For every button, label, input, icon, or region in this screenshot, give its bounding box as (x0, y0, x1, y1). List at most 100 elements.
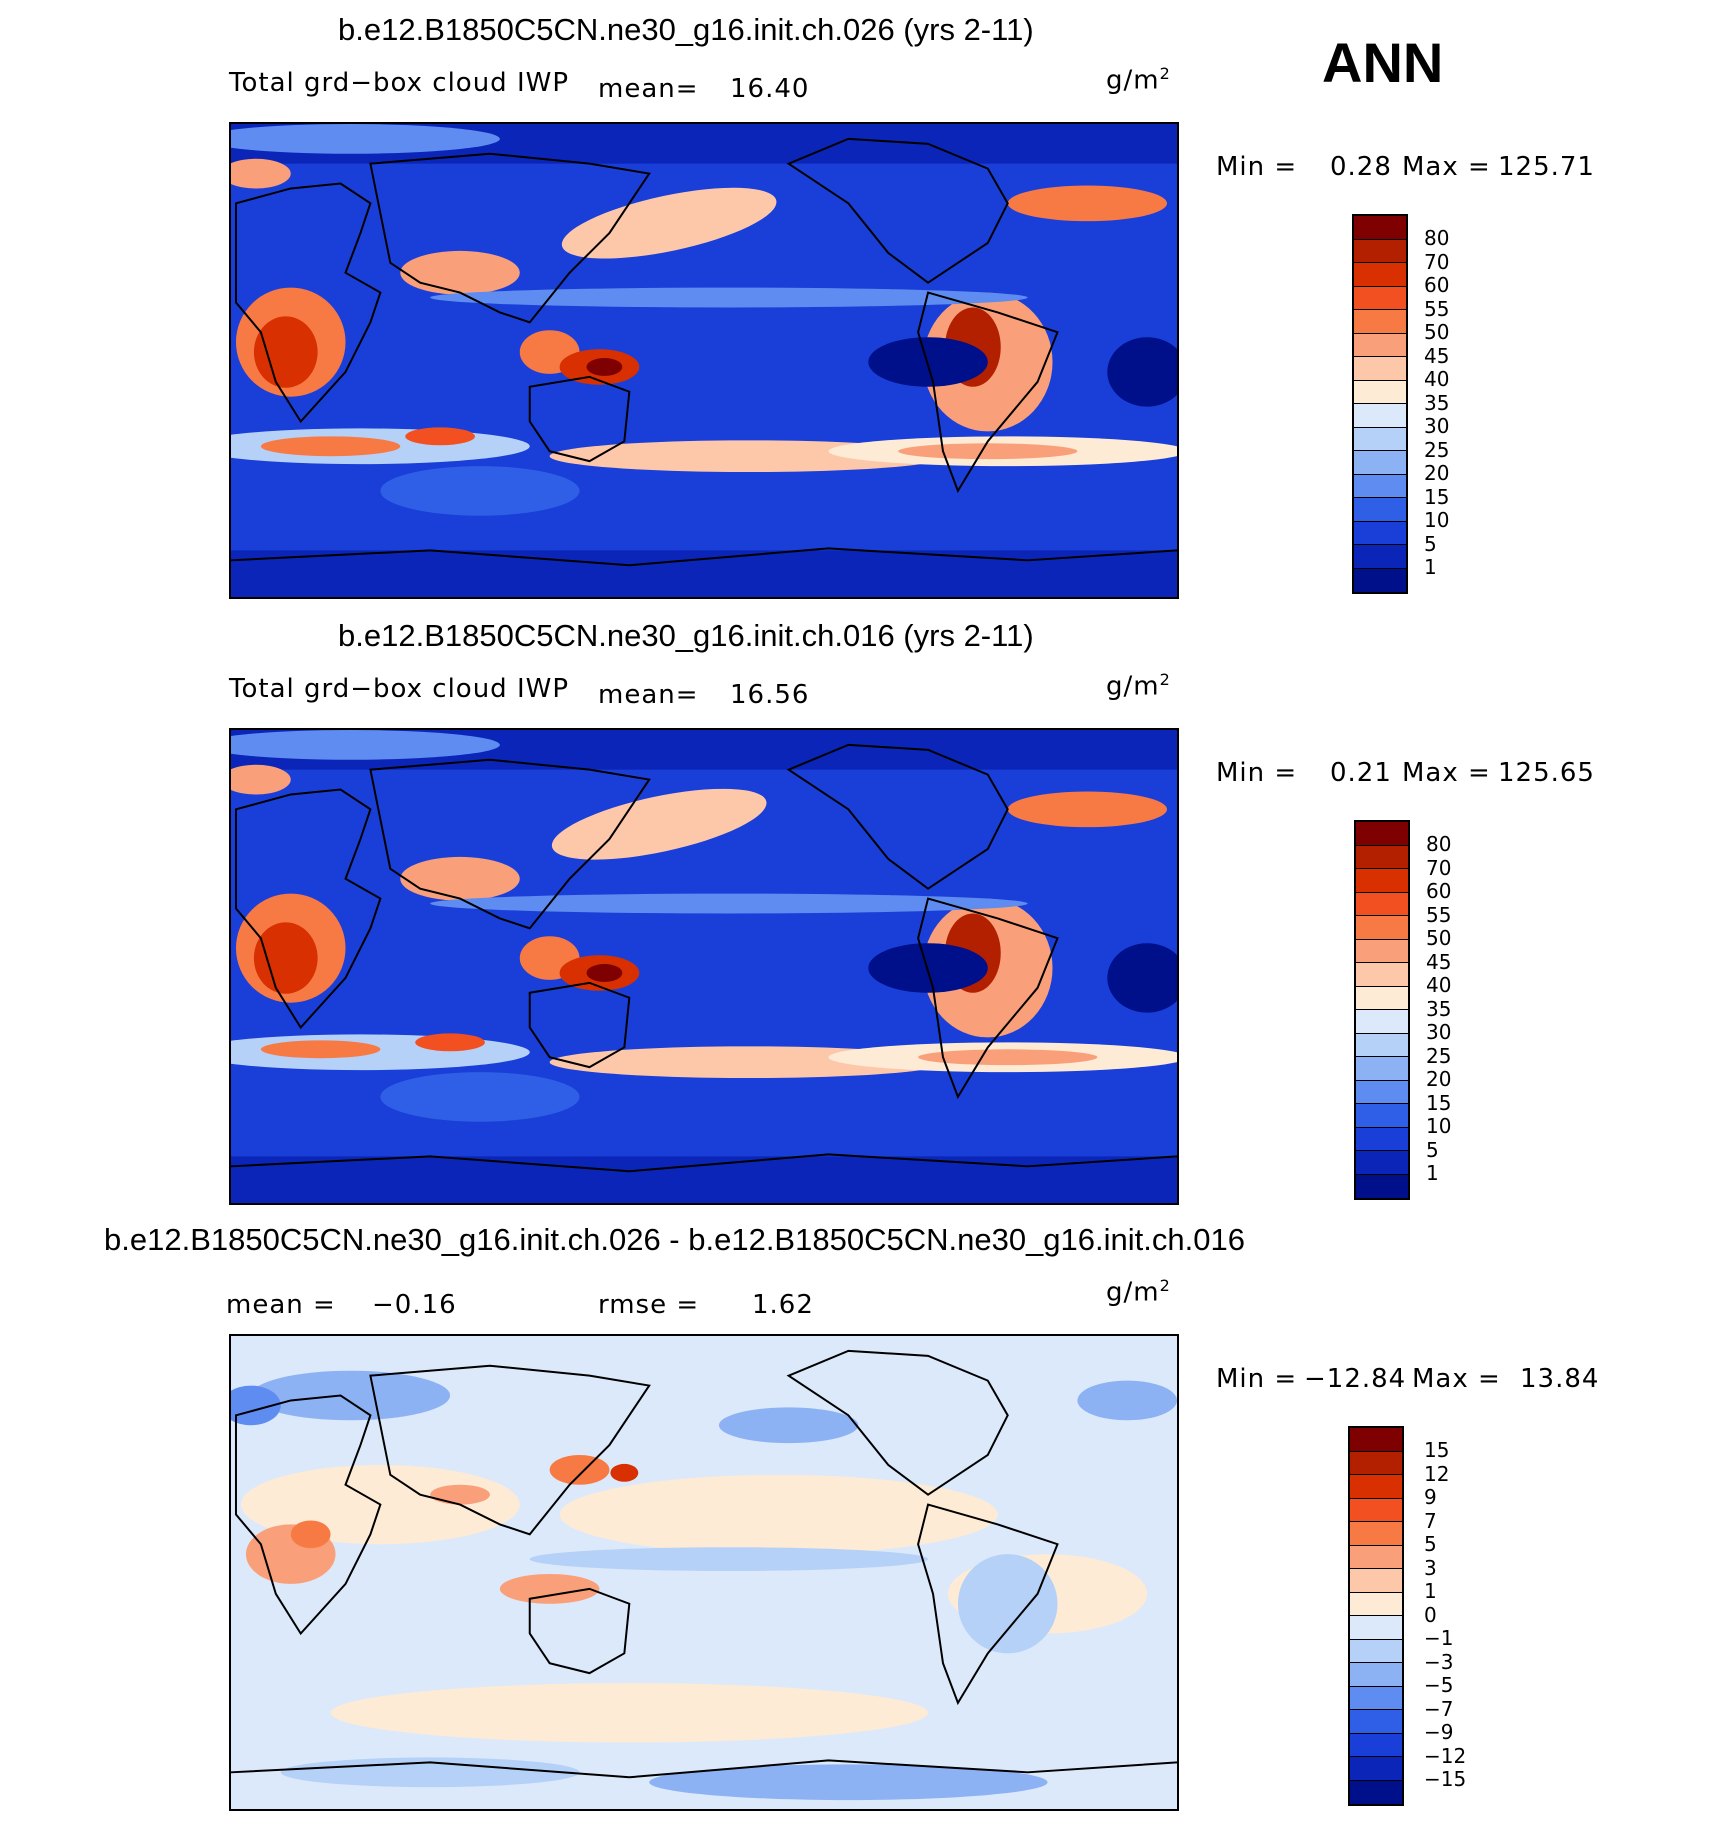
colorbar-tick-label: 40 (1426, 973, 1452, 997)
colorbar-tick-label: 20 (1424, 461, 1450, 485)
colorbar-swatch (1354, 357, 1406, 381)
colorbar-tick-label: 70 (1424, 249, 1450, 274)
panel3-max-value: 13.84 (1520, 1364, 1600, 1394)
panel3-units: g/m2 (1106, 1276, 1171, 1308)
colorbar-swatch (1356, 1174, 1408, 1198)
colorbar-swatch (1354, 333, 1406, 357)
panel1-map (229, 122, 1179, 599)
colorbar-tick-label: 80 (1424, 226, 1450, 250)
colorbar-swatch (1350, 1428, 1402, 1452)
colorbar-swatch (1354, 286, 1406, 310)
colorbar-swatch (1354, 545, 1406, 569)
colorbar-swatch (1354, 427, 1406, 451)
panel1-min-value: 0.28 (1330, 152, 1392, 182)
panel2-variable: Total grd−box cloud IWP (229, 674, 570, 704)
panel3-mean-label: mean = (226, 1290, 336, 1320)
panel3-map-svg (231, 1336, 1177, 1809)
panel1-mean-label: mean= (598, 74, 699, 104)
panel3-max-label: Max = (1412, 1364, 1501, 1394)
colorbar-swatch (1356, 916, 1408, 940)
panel3-min-label: Min = (1216, 1364, 1298, 1394)
panel2-map-svg (231, 730, 1177, 1203)
colorbar-swatch (1356, 963, 1408, 987)
colorbar-tick-label: 15 (1424, 1438, 1450, 1462)
colorbar-swatch (1356, 986, 1408, 1010)
colorbar-swatch (1356, 939, 1408, 963)
colorbar-tick-label: 55 (1426, 902, 1452, 927)
colorbar-swatch (1350, 1710, 1402, 1734)
colorbar-tick-label: 30 (1426, 1020, 1452, 1044)
colorbar-swatch (1356, 892, 1408, 916)
panel1-mean-value: 16.40 (730, 74, 810, 104)
panel3-min-value: −12.84 (1304, 1364, 1407, 1394)
colorbar-tick-label: 10 (1426, 1114, 1452, 1138)
colorbar-tick-label: 30 (1424, 414, 1450, 438)
colorbar-swatch (1354, 216, 1406, 240)
panel1-colorbar (1352, 214, 1408, 594)
panel2-map (229, 728, 1179, 1205)
colorbar-tick-label: 25 (1424, 437, 1450, 462)
panel1-max-value: 125.71 (1498, 152, 1595, 182)
colorbar-tick-label: 5 (1426, 1137, 1439, 1162)
colorbar-swatch (1350, 1522, 1402, 1546)
colorbar-tick-label: 1 (1426, 1161, 1439, 1185)
colorbar-swatch (1354, 498, 1406, 522)
colorbar-tick-label: 50 (1424, 320, 1450, 344)
panel2-max-value: 125.65 (1498, 758, 1595, 788)
colorbar-tick-label: 10 (1424, 508, 1450, 532)
colorbar-tick-label: 80 (1426, 832, 1452, 856)
panel3-rmse-label: rmse = (598, 1290, 700, 1320)
colorbar-swatch (1354, 521, 1406, 545)
colorbar-tick-label: 20 (1426, 1067, 1452, 1091)
panel2-colorbar (1354, 820, 1410, 1200)
colorbar-tick-label: 70 (1426, 855, 1452, 880)
colorbar-swatch (1350, 1592, 1402, 1616)
colorbar-swatch (1356, 1104, 1408, 1128)
colorbar-tick-label: 0 (1424, 1602, 1437, 1627)
colorbar-swatch (1354, 310, 1406, 334)
panel3-mean-value: −0.16 (372, 1290, 457, 1320)
colorbar-tick-label: 1 (1424, 555, 1437, 579)
panel2-units: g/m2 (1106, 670, 1171, 702)
colorbar-tick-label: 25 (1426, 1043, 1452, 1068)
colorbar-swatch (1354, 474, 1406, 498)
colorbar-swatch (1354, 380, 1406, 404)
panel1-title: b.e12.B1850C5CN.ne30_g16.init.ch.026 (yr… (338, 12, 1034, 47)
panel1-max-label: Max = (1402, 152, 1491, 182)
colorbar-tick-label: 35 (1424, 390, 1450, 415)
colorbar-tick-label: −7 (1424, 1696, 1454, 1721)
panel2-mean-label: mean= (598, 680, 699, 710)
panel1-variable: Total grd−box cloud IWP (229, 68, 570, 98)
colorbar-tick-label: 5 (1424, 1532, 1437, 1556)
colorbar-swatch (1350, 1498, 1402, 1522)
panel2-min-value: 0.21 (1330, 758, 1392, 788)
colorbar-swatch (1350, 1757, 1402, 1781)
colorbar-tick-label: 7 (1424, 1508, 1437, 1533)
colorbar-swatch (1350, 1733, 1402, 1757)
colorbar-tick-label: 15 (1426, 1090, 1452, 1115)
panel2-mean-value: 16.56 (730, 680, 810, 710)
colorbar-swatch (1356, 1057, 1408, 1081)
colorbar-tick-label: −15 (1424, 1767, 1467, 1791)
colorbar-swatch (1350, 1663, 1402, 1687)
panel1-units: g/m2 (1106, 64, 1171, 96)
colorbar-swatch (1350, 1639, 1402, 1663)
colorbar-tick-label: 12 (1424, 1461, 1450, 1486)
colorbar-tick-label: −12 (1424, 1743, 1467, 1768)
panel3-title: b.e12.B1850C5CN.ne30_g16.init.ch.026 - b… (104, 1222, 1245, 1257)
colorbar-swatch (1350, 1780, 1402, 1804)
colorbar-tick-label: 55 (1424, 296, 1450, 321)
colorbar-swatch (1354, 451, 1406, 475)
panel3-colorbar (1348, 1426, 1404, 1806)
colorbar-tick-label: −9 (1424, 1720, 1454, 1744)
colorbar-swatch (1354, 239, 1406, 263)
colorbar-tick-label: 35 (1426, 996, 1452, 1021)
colorbar-tick-label: 1 (1424, 1579, 1437, 1603)
colorbar-swatch (1350, 1545, 1402, 1569)
colorbar-tick-label: −3 (1424, 1649, 1454, 1674)
panel1-min-label: Min = (1216, 152, 1298, 182)
colorbar-swatch (1350, 1616, 1402, 1640)
colorbar-swatch (1350, 1686, 1402, 1710)
colorbar-tick-label: 45 (1424, 343, 1450, 368)
colorbar-tick-label: 9 (1424, 1485, 1437, 1509)
